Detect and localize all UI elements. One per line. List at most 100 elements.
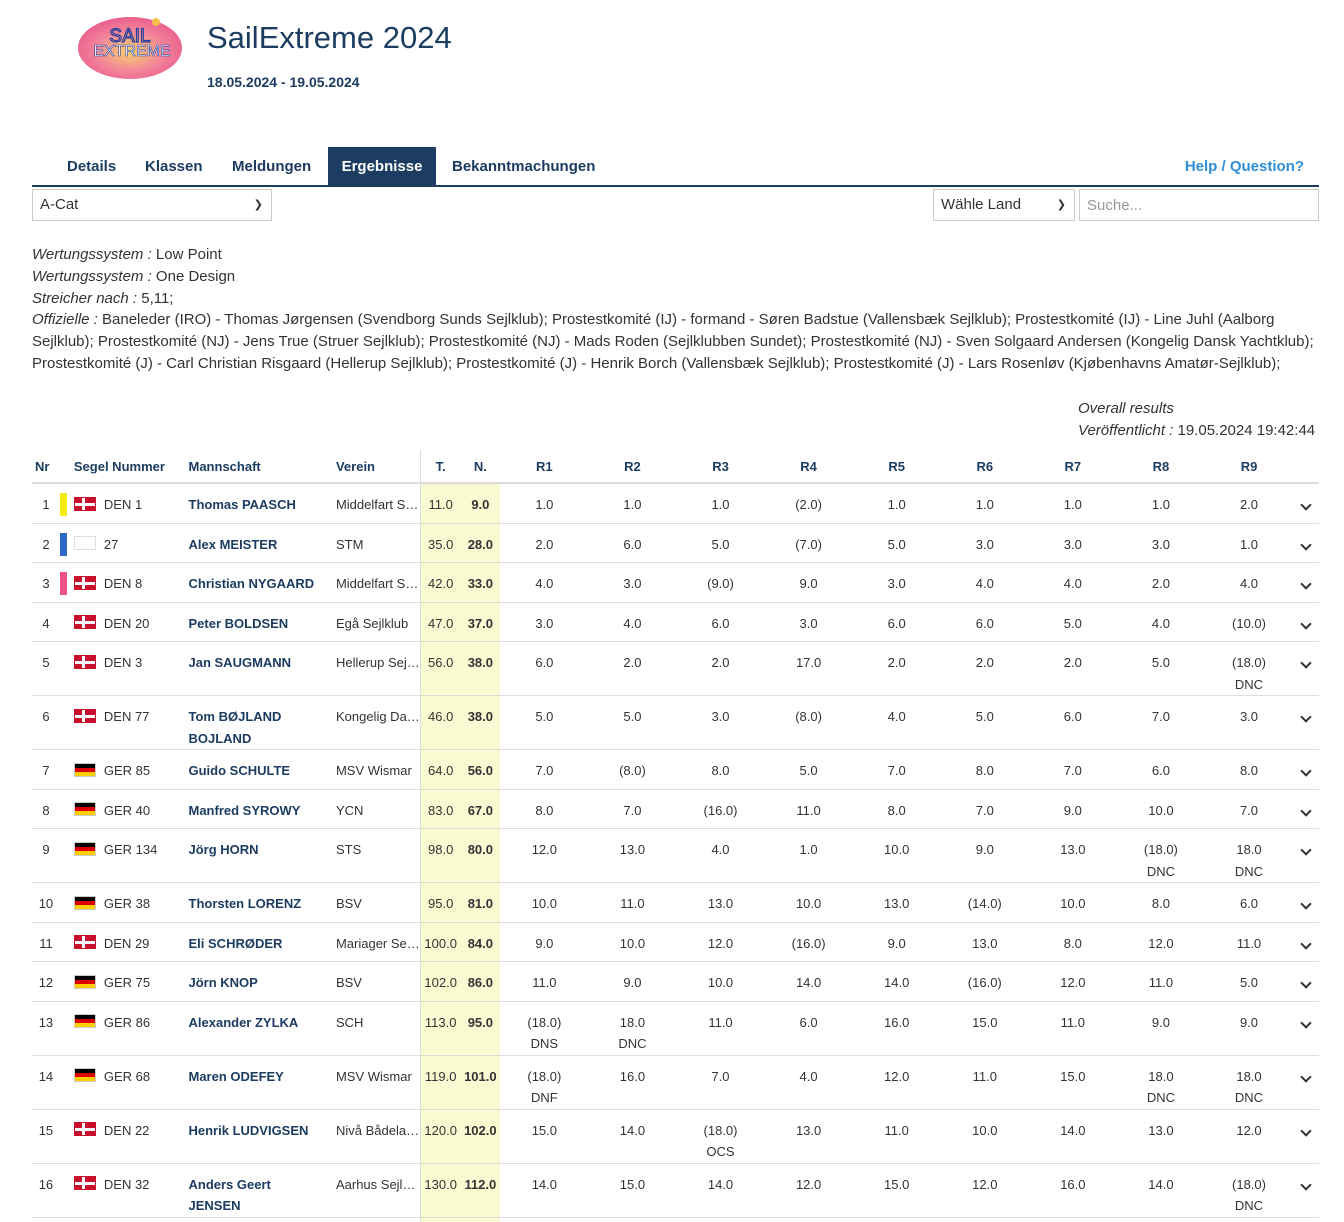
col-header-r8[interactable]: R8 xyxy=(1116,450,1205,484)
race-result-r9: 13.0 xyxy=(1204,1217,1294,1222)
table-row[interactable]: 8 GER 40 Manfred SYROWY YCN 83.0 67.0 8.0 7.0 (1… xyxy=(32,789,1319,829)
table-row[interactable]: 10 GER 38 Thorsten LORENZ BSV 95.0 81.0 10.0 11… xyxy=(32,882,1319,923)
total-points: 83.0 xyxy=(420,789,461,829)
team-name[interactable]: Thomas PAASCH xyxy=(188,497,296,512)
team-name[interactable]: BOJLAND xyxy=(188,730,252,746)
team-name[interactable]: Jörn KNOP xyxy=(188,975,258,990)
table-row[interactable]: 6 DEN 77 Tom BØJLAND BOJLAND Kongelig Dansk … xyxy=(32,695,1319,750)
col-header-nr[interactable]: Nr xyxy=(32,450,60,484)
table-row[interactable]: 16 DEN 32 Anders Geert JENSEN Aarhus Sejlkl… xyxy=(32,1163,1319,1218)
search-input[interactable] xyxy=(1079,189,1319,221)
chevron-down-icon[interactable] xyxy=(1300,1016,1312,1029)
chevron-down-icon[interactable] xyxy=(1300,1070,1312,1083)
col-header-r3[interactable]: R3 xyxy=(676,450,765,484)
chevron-down-icon[interactable] xyxy=(1300,657,1312,669)
team-name[interactable]: Maren ODEFEY xyxy=(188,1068,284,1084)
col-header-r7[interactable]: R7 xyxy=(1028,450,1117,484)
col-header-total[interactable]: T. xyxy=(420,450,461,484)
table-row[interactable]: 14 GER 68 Maren ODEFEY MSV Wismar 119.0 101.0… xyxy=(32,1055,1319,1110)
country-select[interactable]: Wähle Land ❯ xyxy=(933,189,1075,221)
scoring-value: Low Point xyxy=(151,246,222,263)
chevron-down-icon[interactable] xyxy=(1300,578,1312,590)
club-name: Mariager Sejlklub xyxy=(335,935,420,951)
tab-ergebnisse[interactable]: Ergebnisse xyxy=(328,147,436,187)
col-header-r1[interactable]: R1 xyxy=(500,450,589,484)
race-result-r9: 18.0 DNC xyxy=(1204,828,1294,883)
tab-meldungen[interactable]: Meldungen xyxy=(232,158,312,175)
race-score: (8.0) xyxy=(795,709,822,724)
tab-bekanntmachungen[interactable]: Bekanntmachungen xyxy=(452,158,596,175)
tab-details[interactable]: Details xyxy=(67,158,117,175)
team-name[interactable]: Anders Geert JENSEN xyxy=(188,1176,271,1214)
col-header-r9[interactable]: R9 xyxy=(1204,450,1294,484)
table-row[interactable]: 3 DEN 8 Christian NYGAARD Middelfart Sejlkl… xyxy=(32,562,1319,603)
race-result-r5: 6.0 xyxy=(852,602,941,642)
chevron-down-icon[interactable] xyxy=(1300,617,1312,630)
table-row[interactable]: 7 GER 85 Guido SCHULTE MSV Wismar 64.0 56.0 7.… xyxy=(32,749,1319,790)
race-score: 9.0 xyxy=(1063,802,1082,818)
table-row[interactable]: 13 GER 86 Alexander ZYLKA SCH 113.0 95.0 (18.0… xyxy=(32,1001,1319,1056)
team-name[interactable]: Peter BOLDSEN xyxy=(188,615,289,631)
race-score: 4.0 xyxy=(1063,576,1082,591)
race-result-r3: (18.0) OCS xyxy=(676,1109,765,1164)
club-name: Middelfart Sejlklub xyxy=(335,497,420,512)
race-score: 8.0 xyxy=(711,763,730,778)
position-marker xyxy=(59,532,67,556)
chevron-down-icon[interactable] xyxy=(1300,977,1312,989)
race-score: 7.0 xyxy=(1063,763,1082,778)
chevron-down-icon[interactable] xyxy=(1300,804,1312,817)
chevron-down-icon[interactable] xyxy=(1300,844,1312,856)
chevron-down-icon[interactable] xyxy=(1300,1178,1312,1191)
help-link[interactable]: Help / Question? xyxy=(1184,158,1304,175)
race-result-r3: 13.0 xyxy=(676,882,765,923)
col-header-net[interactable]: N. xyxy=(460,450,501,484)
team-name[interactable]: Henrik LUDVIGSEN xyxy=(188,1122,309,1138)
team-name[interactable]: Jan SAUGMANN xyxy=(188,655,292,670)
col-header-sail[interactable]: Segel Nummer xyxy=(59,450,175,484)
col-header-team[interactable]: Mannschaft xyxy=(174,450,322,484)
team-name[interactable]: Guido SCHULTE xyxy=(188,763,291,778)
chevron-down-icon[interactable] xyxy=(1300,898,1312,910)
race-result-r6: 3.0 xyxy=(940,523,1029,563)
tab-klassen[interactable]: Klassen xyxy=(145,158,203,175)
table-row[interactable]: 1 DEN 1 Thomas PAASCH Middelfart Sejlklub11… xyxy=(32,483,1319,524)
chevron-down-icon[interactable] xyxy=(1300,499,1312,511)
team-name[interactable]: Tom BØJLAND xyxy=(188,709,282,724)
team-name[interactable]: Thorsten LORENZ xyxy=(188,896,302,911)
race-score: 1.0 xyxy=(711,497,730,512)
team-name[interactable]: Eli SCHRØDER xyxy=(188,935,283,951)
team-name[interactable]: Manfred SYROWY xyxy=(188,802,301,818)
table-row[interactable]: 4 DEN 20 Peter BOLDSEN Egå Sejlklub 47.0 37.0… xyxy=(32,602,1319,642)
table-row[interactable]: 11 DEN 29 Eli SCHRØDER Mariager Sejlklub100… xyxy=(32,922,1319,962)
race-score: 14.0 xyxy=(619,1122,646,1138)
chevron-down-icon[interactable] xyxy=(1300,765,1312,777)
col-header-r4[interactable]: R4 xyxy=(764,450,853,484)
col-header-r5[interactable]: R5 xyxy=(852,450,941,484)
race-score: (18.0) xyxy=(1232,655,1266,670)
class-select[interactable]: A-Cat ❯ xyxy=(32,189,272,221)
race-result-r2: 16.0 xyxy=(588,1055,677,1110)
scoring-value: One Design xyxy=(151,267,236,285)
table-row[interactable]: 2 27 Alex MEISTER STM 35.0 28.0 2.0 6.0 5.0 (7.0)… xyxy=(32,523,1319,563)
chevron-down-icon[interactable] xyxy=(1300,711,1312,723)
team-name[interactable]: Alex MEISTER xyxy=(188,536,278,552)
chevron-down-icon[interactable] xyxy=(1300,1124,1312,1137)
table-row[interactable]: 9 GER 134 Jörg HORN STS 98.0 80.0 12.0 13.0 4.0 1… xyxy=(32,828,1319,883)
total-points: 11.0 xyxy=(420,483,461,524)
denmark-flag-icon xyxy=(73,935,96,949)
col-header-r6[interactable]: R6 xyxy=(940,450,1029,484)
rank: 11 xyxy=(32,922,60,962)
table-row[interactable]: 12 GER 75 Jörn KNOP BSV 102.0 86.0 11.0 9.0 10.0… xyxy=(32,961,1319,1002)
team-name[interactable]: Alexander ZYLKA xyxy=(188,1014,299,1030)
team-name[interactable]: Christian NYGAARD xyxy=(188,576,315,591)
table-row[interactable]: 5 DEN 3 Jan SAUGMANN Hellerup Sejlklub56.03… xyxy=(32,641,1319,696)
race-score: (18.0) xyxy=(1232,1176,1266,1192)
chevron-down-icon[interactable] xyxy=(1300,937,1312,950)
team-name[interactable]: Jörg HORN xyxy=(188,842,259,857)
chevron-down-icon[interactable] xyxy=(1300,538,1312,551)
table-row[interactable]: 17GER 22Thomas BECKERMSV139.0121.013.012… xyxy=(32,1217,1319,1222)
table-row[interactable]: 15 DEN 22 Henrik LUDVIGSEN Nivå Bådelaug 120… xyxy=(32,1109,1319,1164)
col-header-r2[interactable]: R2 xyxy=(588,450,677,484)
col-header-club[interactable]: Verein xyxy=(321,450,421,484)
race-result-r5: 1.0 xyxy=(852,483,941,524)
